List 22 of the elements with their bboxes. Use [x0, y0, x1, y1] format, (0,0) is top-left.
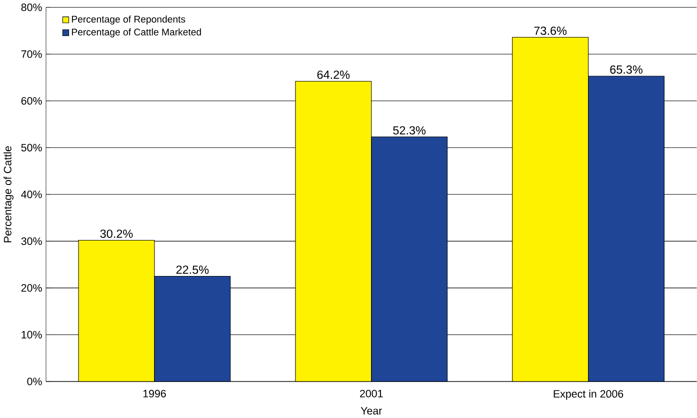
- y-tick-label: 60%: [21, 97, 42, 105]
- y-tick-label: 20%: [21, 284, 42, 292]
- y-tick-label: 80%: [21, 4, 42, 12]
- data-label: 30.2%: [100, 230, 133, 238]
- y-tick-label: 40%: [21, 190, 42, 198]
- x-tick-label: Expect in 2006: [554, 390, 624, 400]
- y-tick-label: 10%: [22, 330, 42, 338]
- data-label: 52.3%: [393, 126, 426, 134]
- y-tick-label: 50%: [21, 144, 42, 152]
- data-label: 65.3%: [610, 65, 642, 74]
- x-axis-title: Year: [360, 407, 382, 414]
- y-tick-label: 70%: [21, 50, 42, 58]
- legend-label: Percentage of Cattle Marketed: [72, 28, 201, 38]
- y-tick-label: 30%: [21, 237, 42, 245]
- x-tick-label: 2001: [360, 390, 383, 398]
- legend-label: Percentage of Repondents: [72, 16, 186, 24]
- data-label: 22.5%: [176, 266, 209, 274]
- y-axis-title: Percentage of Cattle: [4, 146, 14, 242]
- data-label: 64.2%: [317, 70, 350, 79]
- data-label: 73.6%: [534, 26, 567, 35]
- y-tick-label: 0%: [27, 378, 42, 386]
- x-tick-label: 1996: [143, 390, 166, 398]
